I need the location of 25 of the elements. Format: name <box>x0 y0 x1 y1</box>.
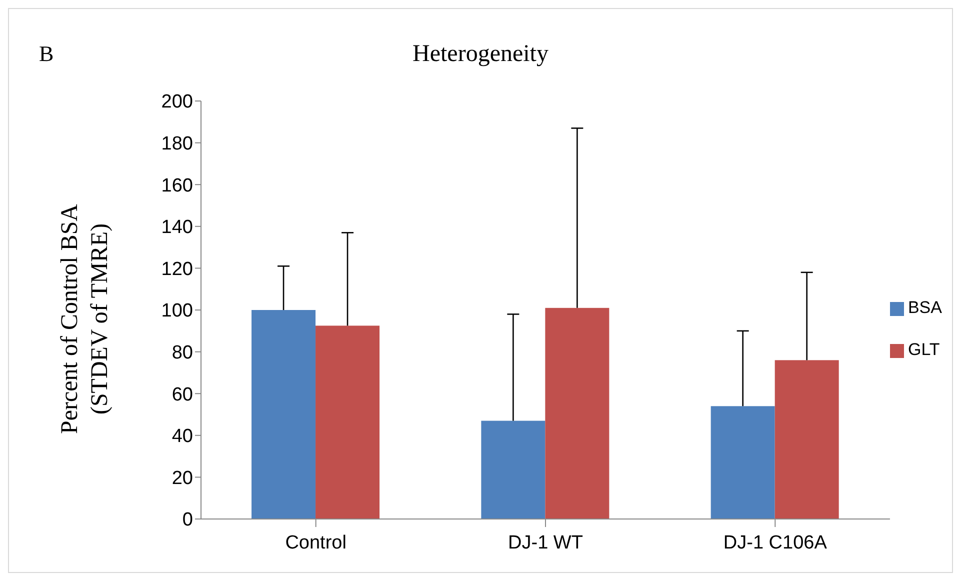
x-tick-label: DJ-1 C106A <box>723 532 828 554</box>
bar <box>481 420 546 519</box>
y-tick-label: 80 <box>172 342 193 364</box>
bar <box>316 326 380 519</box>
y-tick-label: 100 <box>161 300 193 322</box>
legend-label: BSA <box>908 298 942 317</box>
y-tick-label: 200 <box>161 92 193 113</box>
y-tick-label: 120 <box>161 258 193 280</box>
y-tick-label: 20 <box>172 468 193 489</box>
x-tick-label: Control <box>285 532 346 554</box>
y-tick-label: 60 <box>172 384 193 406</box>
y-tick-label: 160 <box>161 175 193 196</box>
y-tick-label: 0 <box>182 510 193 531</box>
y-tick-label: 140 <box>161 217 193 238</box>
legend-label: GLT <box>908 340 940 359</box>
text: B <box>39 41 54 67</box>
bar <box>710 406 775 519</box>
y-tick-label: 180 <box>161 134 193 155</box>
bar <box>252 310 316 519</box>
y-tick-label: 40 <box>172 426 193 448</box>
bar <box>774 360 839 519</box>
chart-title: Heterogeneity <box>412 41 548 67</box>
y-axis-title: Percent of Control BSA (STDEV of TMRE) <box>57 203 113 434</box>
x-tick-label: DJ-1 WT <box>508 532 584 554</box>
bar <box>545 308 610 519</box>
